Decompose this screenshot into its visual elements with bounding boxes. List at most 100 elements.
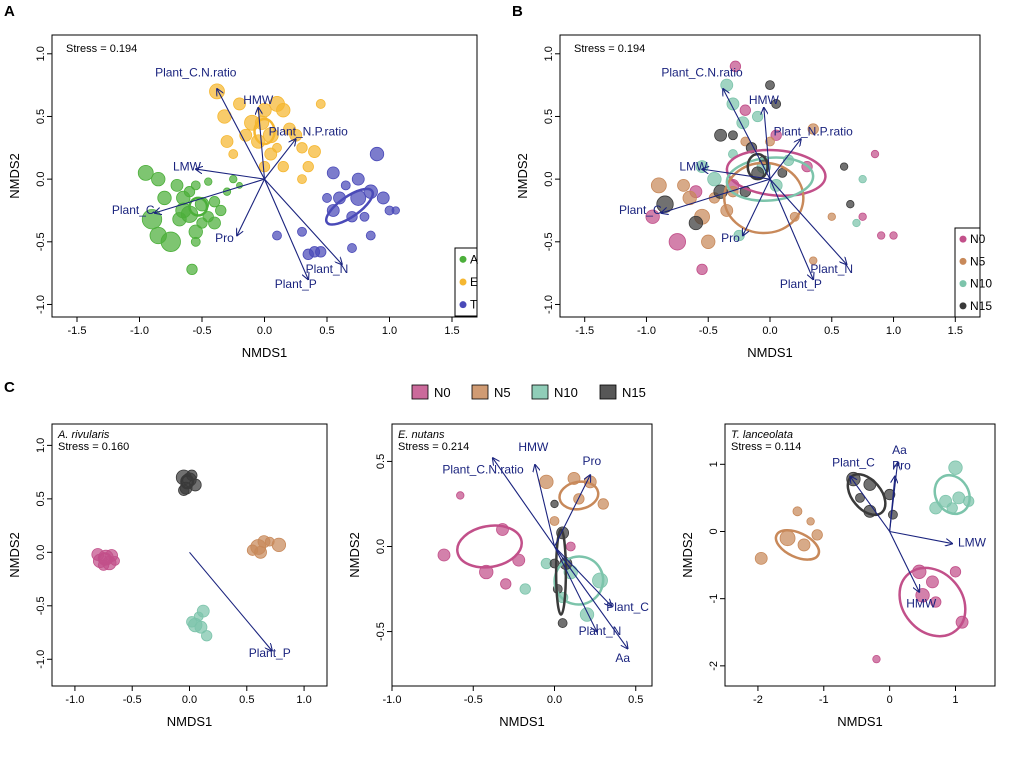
y-tick-label: 0.5: [375, 454, 387, 469]
plot-b: -1.5 -1.0 -0.5 0.0 0.5 1.0 1.5 -1.0 -0.5 0.0 0.5 1.…: [515, 34, 992, 360]
shared-legend: N0 N5 N10 N15: [411, 384, 646, 400]
arrow-pro: [554, 475, 591, 547]
point-e: [228, 149, 239, 159]
panel-letter-c: C: [4, 379, 15, 396]
arrow-label-plant-c: Plant_C: [112, 203, 155, 217]
legend-label-t: T: [470, 298, 478, 312]
x-tick-label: 1.0: [296, 694, 311, 706]
point-n5: [765, 136, 775, 147]
point-n15: [549, 558, 560, 569]
species-label: T. lanceolata: [731, 429, 793, 441]
legend-label-n5: N5: [970, 254, 986, 268]
x-tick-label: 0.5: [628, 694, 643, 706]
arrow-plant-n-p-ratio: [769, 139, 801, 180]
y-tick-label: 0.0: [35, 545, 47, 560]
point-n10: [720, 78, 734, 92]
point-n5: [701, 234, 716, 249]
point-a: [160, 231, 181, 252]
x-tick-label: -1.0: [65, 694, 84, 706]
x-tick-label: 0.5: [824, 325, 839, 337]
point-t: [347, 243, 357, 253]
point-t: [363, 184, 378, 199]
legend-box: [954, 227, 981, 318]
arrow-label-lmw: LMW: [679, 159, 708, 173]
point-t: [326, 204, 340, 217]
point-n0: [645, 209, 660, 224]
arrow-label-aa: Aa: [615, 651, 630, 665]
point-a: [186, 263, 198, 276]
point-n0: [889, 231, 898, 240]
stress-label: Stress = 0.214: [398, 441, 469, 453]
point-e: [220, 135, 234, 148]
point-e: [315, 99, 326, 109]
point-t: [302, 248, 314, 260]
y-axis-label: NMDS2: [515, 153, 530, 199]
x-tick-label: 1: [952, 694, 958, 706]
arrow-plant-n-p-ratio: [264, 139, 296, 180]
arrow-hmw: [535, 465, 556, 547]
point-n0: [739, 104, 751, 116]
point-n5: [254, 545, 267, 559]
arrow-aa: [554, 546, 628, 648]
point-n0: [930, 596, 942, 608]
y-tick-label: 0.5: [35, 491, 47, 506]
point-t: [326, 166, 340, 180]
y-tick-label: 1: [708, 461, 720, 467]
panel-letter-a: A: [4, 3, 15, 20]
point-n10: [858, 174, 867, 184]
x-tick-label: 1.5: [948, 325, 963, 337]
point-n0: [858, 212, 867, 221]
plots: -1.5 -1.0 -0.5 0.0 0.5 1.0 1.5 -1.0 -0.5 0.0 0.5 1.…: [7, 34, 996, 729]
arrow-label-hmw: HMW: [749, 93, 780, 107]
arrow-plant-c-n-ratio: [493, 458, 555, 547]
point-n15: [728, 130, 738, 141]
arrow-lmw: [196, 169, 265, 180]
point-e: [277, 160, 289, 173]
point-n5: [264, 536, 275, 547]
point-n10: [852, 218, 861, 228]
y-tick-label: -1: [708, 594, 720, 604]
ellipse-t: [325, 187, 374, 226]
shared-legend-label-n0: N0: [434, 385, 451, 400]
shared-legend-label-n10: N10: [554, 385, 578, 400]
point-a: [137, 164, 154, 181]
point-n5: [811, 529, 823, 541]
y-tick-label: 1.0: [543, 46, 555, 61]
y-tick-label: 1.0: [35, 46, 47, 61]
arrow-label-hmw: HMW: [518, 440, 549, 454]
plot-c3: -2 -1 0 1 -2 -1 0 1 NMDS1 NMDS2 T. lanceolataStres…: [680, 423, 996, 729]
arrow-label-lmw: LMW: [958, 535, 987, 549]
y-axis-label: NMDS2: [680, 532, 695, 578]
arrow-label-plant-n-p-ratio: Plant_N.P.ratio: [774, 124, 853, 138]
x-axis-label: NMDS1: [167, 714, 213, 729]
point-n0: [870, 149, 880, 159]
x-tick-label: -1: [819, 694, 829, 706]
y-tick-label: 0.5: [543, 109, 555, 124]
x-tick-label: 0.0: [762, 325, 777, 337]
x-tick-label: 0.0: [182, 694, 197, 706]
arrow-plant-c-n-ratio: [217, 89, 265, 180]
point-n0: [668, 233, 687, 251]
arrow-hmw: [889, 531, 920, 591]
point-n10: [201, 630, 213, 642]
panel-letter-b: B: [512, 3, 523, 20]
point-n5: [807, 123, 819, 135]
arrow-label-pro: Pro: [583, 454, 602, 468]
y-tick-label: 0.0: [35, 171, 47, 186]
x-tick-label: 1.5: [444, 325, 459, 337]
point-a: [196, 217, 208, 229]
arrow-label-pro: Pro: [721, 231, 740, 245]
point-n0: [565, 541, 576, 552]
arrow-label-hmw: HMW: [243, 93, 274, 107]
point-n10: [193, 611, 204, 622]
arrow-label-plant-c-n-ratio: Plant_C.N.ratio: [661, 65, 743, 79]
point-e: [308, 145, 321, 158]
x-axis-label: NMDS1: [837, 714, 883, 729]
point-t: [359, 211, 370, 222]
arrow-hmw: [764, 108, 771, 180]
legend-label-n10: N10: [970, 277, 992, 291]
point-n5: [650, 177, 667, 194]
legend-swatch-n15: [959, 302, 967, 310]
x-axis-label: NMDS1: [747, 345, 793, 360]
arrow-plant-c: [661, 178, 771, 213]
